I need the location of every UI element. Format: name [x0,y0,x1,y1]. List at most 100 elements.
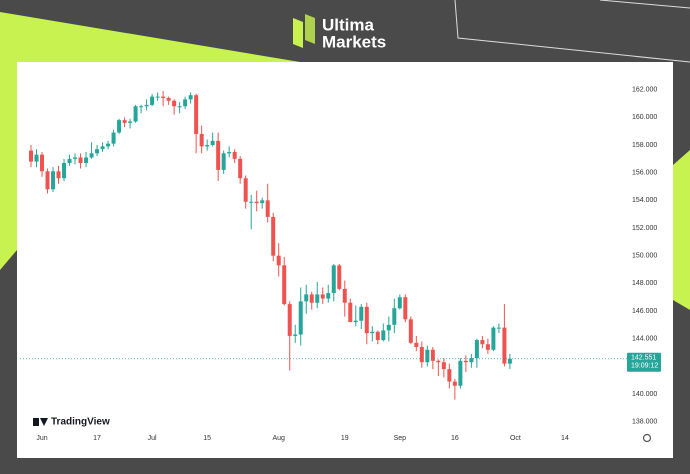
candle-body [425,349,430,363]
candle-body [320,294,325,299]
countdown: 19:09:12 [631,363,658,370]
candle-body [282,265,287,305]
candle-body [480,340,485,345]
candle-body [507,358,512,364]
candle-body [381,330,386,341]
x-tick-label: Jun [36,435,47,442]
candle-body [414,342,419,347]
y-tick-label: 162.000 [632,87,657,94]
deco-line [599,0,690,9]
chart-panel [17,62,673,458]
candle-body [337,265,342,289]
x-tick-label: Aug [272,435,285,442]
watermark: TradingView [51,417,110,428]
candle-body [348,302,353,323]
candle-body [485,344,490,350]
candle-body [447,369,452,382]
candle-body [353,320,358,323]
candle-body [254,201,259,204]
candle-body [40,154,45,172]
last-price-label: 142.551 [631,355,656,362]
candle-body [496,327,501,329]
candle-body [117,120,122,133]
candle-body [293,334,298,336]
y-tick-label: 154.000 [632,197,657,204]
candle-body [243,178,248,202]
candle-body [474,340,479,359]
candle-body [67,158,72,163]
y-tick-label: 150.000 [632,253,657,260]
candle-body [249,201,254,203]
candle-body [364,306,369,334]
candle-body [238,158,243,179]
candle-body [133,106,138,122]
x-tick-label: 16 [451,435,459,442]
candle-body [359,306,364,321]
x-tick-label: Oct [510,435,521,442]
candle-body [221,153,226,170]
accent-left [0,12,300,270]
candle-body [469,358,474,363]
candle-body [276,255,281,266]
candle-body [34,154,39,162]
y-tick-label: 158.000 [632,142,657,149]
y-tick-label: 138.000 [632,419,657,426]
candle-body [260,200,265,204]
candle-body [177,106,182,108]
last-price-box [627,352,661,372]
candle-body [408,319,413,343]
candle-body [491,327,496,350]
candle-body [155,96,160,98]
candle-body [392,308,397,325]
candle-body [326,293,331,299]
candle-body [403,297,408,320]
x-tick-label: 17 [93,435,101,442]
candle-body [463,360,468,363]
candle-body [232,151,237,159]
candle-body [84,157,89,163]
candle-body [452,381,457,386]
candle-body [183,99,188,107]
candle-body [100,146,105,150]
candle-body [89,153,94,158]
logo-icon [293,14,315,48]
candle-body [419,346,424,363]
candle-body [265,200,270,217]
y-tick-label: 148.000 [632,280,657,287]
candle-body [210,140,215,146]
settings-icon[interactable] [642,433,652,443]
candle-body [106,143,111,147]
x-tick-label: 15 [203,435,211,442]
candle-body [458,360,463,386]
y-tick-label: 160.000 [632,114,657,121]
candle-body [51,171,56,190]
tv-logo [33,418,48,426]
candle-body [56,171,61,179]
x-tick-label: 19 [341,435,349,442]
candle-body [370,331,375,334]
candle-body [502,327,507,364]
candle-body [122,120,127,123]
x-tick-label: Jul [148,435,157,442]
candle-body [29,150,34,162]
candle-body [287,304,292,336]
candle-body [194,95,199,134]
candle-body [309,294,314,303]
candle-body [304,294,309,302]
candle-body [205,145,210,147]
candle-body [331,265,336,294]
candle-body [166,97,171,101]
candle-body [144,104,149,107]
candle-body [62,162,67,179]
candle-body [298,301,303,335]
candle-body [161,96,166,98]
candle-body [441,362,446,370]
candle-body [139,106,144,108]
candle-body [128,121,133,123]
candle-body [271,216,276,256]
candle-body [111,132,116,144]
candle-body [188,95,193,100]
candle-body [78,157,83,163]
candle-body [95,149,100,154]
